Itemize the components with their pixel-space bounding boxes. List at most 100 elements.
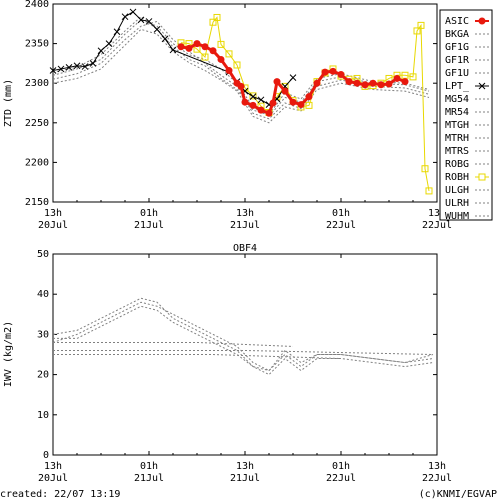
iwv-y-tick-label: 40: [37, 289, 49, 300]
legend-item-mg54: MG54: [445, 94, 489, 105]
iwv-x-tick-date: 21Jul: [134, 473, 164, 484]
ztd-x-tick-hour: 13h: [44, 208, 62, 219]
ztd-x-tick-date: 20Jul: [38, 220, 68, 231]
data-point: [417, 21, 425, 29]
series-line: [53, 341, 294, 347]
data-point: [313, 79, 321, 87]
data-point: [425, 187, 433, 195]
data-point: [121, 13, 129, 21]
legend-item-gf1r: GF1R: [445, 55, 489, 66]
data-point: [145, 18, 153, 25]
ztd-y-tick-label: 2150: [25, 197, 49, 208]
legend-label: MR54: [445, 107, 469, 118]
data-point: [185, 44, 193, 52]
iwv-y-tick-label: 10: [37, 410, 49, 421]
data-point: [153, 25, 161, 33]
legend-label: ULRH: [445, 198, 469, 209]
series-line: [53, 354, 342, 360]
ztd-series-asic: [177, 40, 409, 117]
ztd-y-ticks: 2150 2200 2250 2300 2350 2400: [25, 0, 437, 208]
legend-label: ASIC: [445, 16, 469, 27]
legend-item-asic: ASIC: [445, 16, 489, 27]
data-point: [233, 61, 241, 69]
data-point: [113, 28, 121, 36]
data-point: [321, 68, 329, 76]
data-point: [237, 82, 245, 90]
ztd-x-tick-date: 22Jul: [422, 220, 452, 231]
series-line: [52, 11, 294, 106]
ztd-y-tick-label: 2200: [25, 157, 49, 168]
iwv-x-tick-date: 22Jul: [422, 473, 452, 484]
series-line: [52, 297, 434, 376]
data-point: [137, 16, 145, 24]
series-line: [53, 349, 434, 355]
iwv-x-tick-date: 22Jul: [326, 473, 356, 484]
credit-text: (c)KNMI/EGVAP: [419, 489, 497, 500]
legend-item-gf1u: GF1U: [445, 68, 489, 79]
ztd-y-tick-label: 2250: [25, 118, 49, 129]
data-point: [161, 35, 169, 43]
data-point: [73, 62, 81, 70]
legend-swatch-marker: [478, 82, 486, 90]
legend-item-mtrs: MTRS: [445, 146, 489, 157]
data-point: [193, 40, 201, 48]
data-point: [269, 99, 277, 107]
data-point: [305, 101, 313, 109]
data-point: [81, 63, 89, 70]
data-point: [265, 109, 273, 117]
ztd-y-tick-label: 2300: [25, 78, 49, 89]
legend-item-mr54: MR54: [445, 107, 489, 118]
data-point: [213, 13, 221, 21]
data-point: [401, 78, 409, 86]
data-point: [65, 64, 73, 71]
iwv-series-iwv-flat-2: [53, 354, 342, 360]
ztd-y-tick-label: 2400: [25, 0, 49, 10]
legend-item-robg: ROBG: [445, 159, 489, 170]
iwv-x-tick-hour: 13h: [428, 461, 446, 472]
legend-item-ulgh: ULGH: [445, 185, 489, 196]
legend-label: BKGA: [445, 29, 469, 40]
data-point: [305, 93, 313, 101]
series-line: [52, 20, 430, 120]
data-point: [345, 78, 353, 86]
ztd-x-tick-hour: 01h: [332, 208, 350, 219]
ztd-x-tick-date: 22Jul: [326, 220, 356, 231]
data-point: [49, 67, 57, 74]
iwv-series: [52, 297, 434, 376]
data-point: [353, 79, 361, 87]
legend-swatch-marker: [478, 173, 486, 181]
series-line: [52, 28, 430, 124]
series-line: [53, 305, 434, 372]
ztd-series-robh: [177, 13, 433, 195]
data-point: [409, 73, 417, 81]
legend-item-robh: ROBH: [445, 172, 489, 183]
ztd-x-tick-hour: 13h: [236, 208, 254, 219]
data-point: [249, 92, 257, 100]
legend-label: GF1U: [445, 68, 469, 79]
data-point: [413, 27, 421, 35]
data-point: [225, 67, 233, 75]
legend-item-ulrh: ULRH: [445, 198, 489, 209]
iwv-x-tick-date: 20Jul: [38, 473, 68, 484]
data-point: [289, 74, 297, 82]
ztd-y-tick-label: 2350: [25, 39, 49, 50]
data-point: [241, 98, 249, 106]
iwv-y-tick-label: 20: [37, 370, 49, 381]
data-point: [57, 65, 65, 73]
iwv-y-tick-label: 50: [37, 249, 49, 260]
ztd-series-lpt-: [49, 8, 297, 108]
data-point: [129, 8, 137, 16]
data-point: [89, 60, 97, 67]
legend-label: MTRH: [445, 133, 469, 144]
data-point: [225, 50, 233, 58]
legend-swatch-marker: [478, 17, 486, 25]
ztd-series-ulgh: [52, 28, 430, 124]
series-line: [52, 16, 430, 116]
legend: ASIC BKGA GF1G GF1R GF1U LPT_ MG54 MR54 MTGH MTRH…: [439, 9, 493, 222]
ztd-x-tick-hour: 01h: [140, 208, 158, 219]
legend-label: ROBH: [445, 172, 469, 183]
